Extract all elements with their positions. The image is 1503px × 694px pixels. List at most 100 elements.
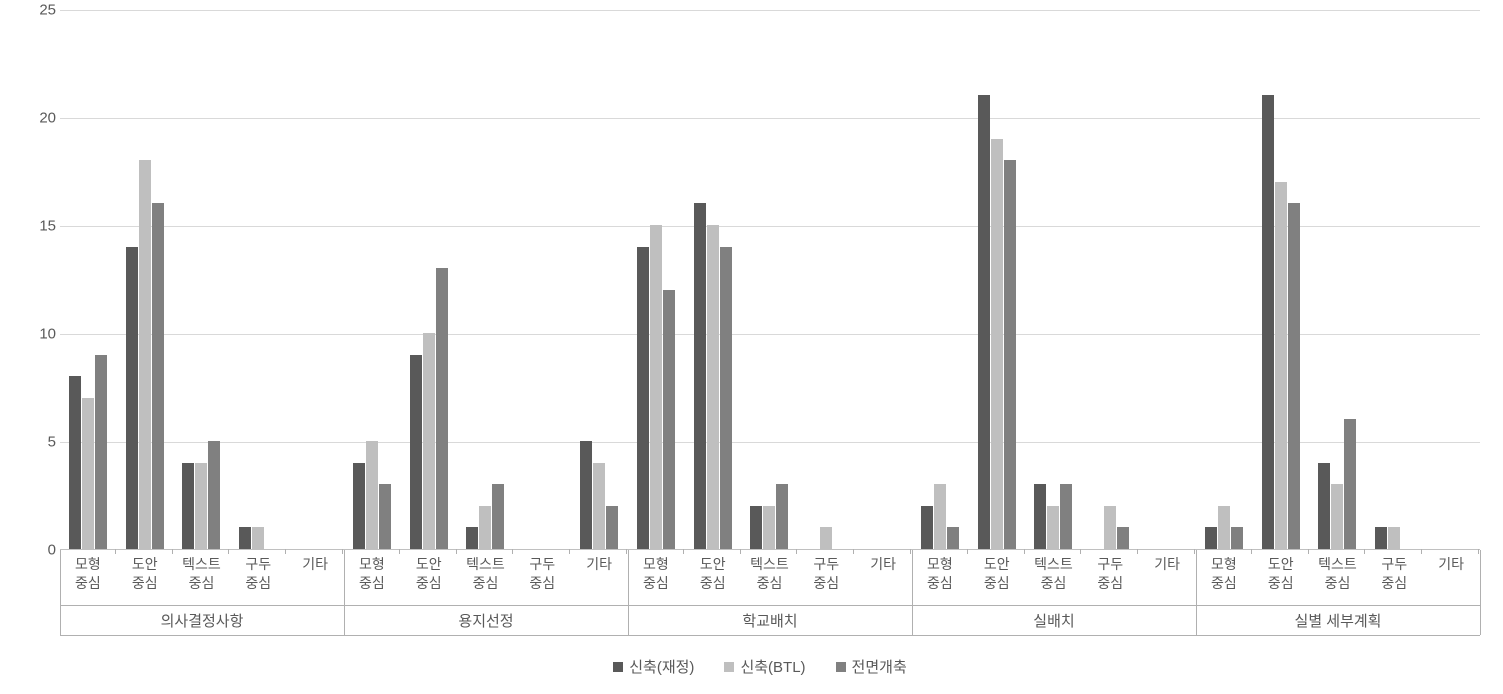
- sub-group: 도안중심: [969, 10, 1026, 549]
- x-sub-label: 텍스트중심: [174, 555, 230, 593]
- major-tick: [344, 605, 345, 635]
- sub-group: 텍스트중심: [174, 10, 231, 549]
- x-major-label: 학교배치: [628, 610, 912, 631]
- bar: [1047, 506, 1059, 549]
- y-tick-label: 25: [32, 2, 56, 19]
- y-tick-label: 15: [32, 218, 56, 235]
- bar-groups: 모형중심도안중심텍스트중심구두중심기타모형중심도안중심텍스트중심구두중심기타모형…: [60, 10, 1480, 549]
- major-group: 모형중심도안중심텍스트중심구두중심기타: [1196, 10, 1480, 549]
- x-sub-label: 기타: [1139, 555, 1195, 574]
- bar: [1275, 182, 1287, 549]
- legend-label: 신축(BTL): [740, 656, 805, 677]
- tick-mark: [1421, 549, 1422, 554]
- axis-separator: [60, 605, 1480, 606]
- bar: [1375, 527, 1387, 549]
- tick-mark: [115, 549, 116, 554]
- bar: [750, 506, 762, 549]
- bar: [182, 463, 194, 549]
- bar: [978, 95, 990, 549]
- bar: [763, 506, 775, 549]
- chart-container: 0510152025 모형중심도안중심텍스트중심구두중심기타모형중심도안중심텍스…: [30, 10, 1490, 680]
- sub-group: 도안중심: [117, 10, 174, 549]
- bar: [479, 506, 491, 549]
- tick-mark: [1251, 549, 1252, 554]
- major-tick: [1196, 605, 1197, 635]
- x-sub-label: 구두중심: [514, 555, 570, 593]
- legend-item: 신축(BTL): [724, 656, 805, 677]
- sub-group: 구두중심: [1366, 10, 1423, 549]
- major-tick: [628, 550, 629, 605]
- x-sub-label: 기타: [287, 555, 343, 574]
- bar: [1060, 484, 1072, 549]
- bar: [720, 247, 732, 549]
- sub-group: 구두중심: [798, 10, 855, 549]
- major-tick: [1196, 550, 1197, 605]
- bar: [82, 398, 94, 549]
- legend-swatch: [724, 662, 734, 672]
- major-tick: [912, 550, 913, 605]
- x-sub-label: 모형중심: [60, 555, 116, 593]
- sub-group: 기타: [855, 10, 912, 549]
- tick-mark: [910, 549, 911, 554]
- sub-group: 구두중심: [514, 10, 571, 549]
- x-sub-label: 기타: [855, 555, 911, 574]
- y-tick-label: 20: [32, 110, 56, 127]
- tick-mark: [456, 549, 457, 554]
- tick-mark: [1024, 549, 1025, 554]
- tick-mark: [172, 549, 173, 554]
- bar: [663, 290, 675, 549]
- sub-group: 모형중심: [60, 10, 117, 549]
- sub-group: 도안중심: [1253, 10, 1310, 549]
- sub-group: 텍스트중심: [742, 10, 799, 549]
- sub-group: 구두중심: [230, 10, 287, 549]
- sub-group: 텍스트중심: [1026, 10, 1083, 549]
- major-tick: [1480, 550, 1481, 605]
- bar: [208, 441, 220, 549]
- legend: 신축(재정)신축(BTL)전면개축: [30, 656, 1490, 677]
- legend-label: 전면개축: [852, 656, 907, 677]
- sub-group: 기타: [1423, 10, 1480, 549]
- major-group: 모형중심도안중심텍스트중심구두중심기타: [344, 10, 628, 549]
- x-sub-label: 기타: [571, 555, 627, 574]
- x-sub-label: 구두중심: [798, 555, 854, 593]
- sub-group: 모형중심: [1196, 10, 1253, 549]
- sub-group: 구두중심: [1082, 10, 1139, 549]
- tick-mark: [285, 549, 286, 554]
- bar: [776, 484, 788, 549]
- x-sub-label: 모형중심: [912, 555, 968, 593]
- x-major-label: 의사결정사항: [60, 610, 344, 631]
- x-sub-label: 구두중심: [1366, 555, 1422, 593]
- y-tick-label: 0: [32, 542, 56, 559]
- bar: [195, 463, 207, 549]
- bar: [820, 527, 832, 549]
- bar: [921, 506, 933, 549]
- major-group: 모형중심도안중심텍스트중심구두중심기타: [60, 10, 344, 549]
- x-sub-label: 모형중심: [1196, 555, 1252, 593]
- bar: [1104, 506, 1116, 549]
- major-tick: [344, 550, 345, 605]
- x-sub-label: 텍스트중심: [742, 555, 798, 593]
- legend-swatch: [836, 662, 846, 672]
- x-sub-label: 모형중심: [628, 555, 684, 593]
- tick-mark: [683, 549, 684, 554]
- plot-area: 0510152025 모형중심도안중심텍스트중심구두중심기타모형중심도안중심텍스…: [60, 10, 1480, 550]
- tick-mark: [399, 549, 400, 554]
- sub-group: 모형중심: [344, 10, 401, 549]
- bar: [934, 484, 946, 549]
- bar: [410, 355, 422, 549]
- bar: [1388, 527, 1400, 549]
- x-sub-label: 도안중심: [1253, 555, 1309, 593]
- x-sub-label: 텍스트중심: [1310, 555, 1366, 593]
- x-sub-label: 구두중심: [1082, 555, 1138, 593]
- bar: [650, 225, 662, 549]
- x-sub-label: 텍스트중심: [1026, 555, 1082, 593]
- bar: [1218, 506, 1230, 549]
- bar: [152, 203, 164, 549]
- major-tick: [628, 605, 629, 635]
- major-tick: [60, 550, 61, 605]
- sub-group: 도안중심: [401, 10, 458, 549]
- bar: [1205, 527, 1217, 549]
- x-sub-label: 모형중심: [344, 555, 400, 593]
- bar: [1344, 419, 1356, 549]
- x-sub-label: 도안중심: [685, 555, 741, 593]
